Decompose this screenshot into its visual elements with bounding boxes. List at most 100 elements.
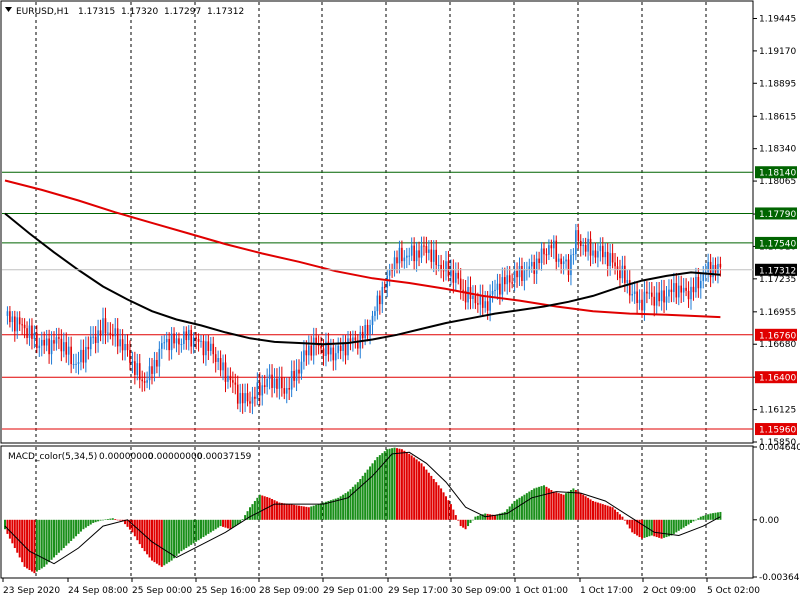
- candle-body: [136, 363, 139, 375]
- macd-bar: [8, 519, 11, 539]
- candle-body: [550, 245, 553, 249]
- macd-bar: [415, 459, 418, 520]
- macd-bar: [682, 519, 685, 528]
- candle-body: [222, 362, 224, 371]
- macd-bar: [241, 519, 244, 520]
- candle-body: [474, 295, 477, 304]
- macd-bar: [84, 519, 87, 528]
- macd-bar: [239, 519, 242, 523]
- candle-body: [129, 350, 131, 363]
- macd-bar: [481, 514, 484, 520]
- macd-bar: [567, 491, 570, 520]
- candle-body: [332, 347, 335, 361]
- candle-body: [112, 334, 114, 337]
- level-tag-label: 1.16760: [759, 331, 796, 341]
- candle-body: [455, 272, 457, 283]
- macd-bar: [587, 497, 590, 520]
- macd-histogram: [4, 447, 722, 574]
- candle-body: [185, 331, 188, 341]
- time-tick-label: 24 Sep 08:00: [68, 586, 128, 596]
- candle-body: [9, 311, 11, 323]
- candle-body: [489, 294, 491, 311]
- candle-body: [396, 257, 398, 264]
- candle-body: [628, 280, 631, 296]
- macd-bar: [151, 519, 153, 561]
- macd-bar: [525, 493, 528, 520]
- macd-bar: [489, 514, 492, 520]
- macd-bar: [180, 519, 183, 552]
- time-tick-label: 1 Oct 01:00: [515, 586, 568, 596]
- macd-bar: [650, 519, 653, 536]
- macd-bar: [332, 499, 335, 520]
- candle-body: [415, 250, 418, 262]
- candle-body: [477, 303, 479, 305]
- macd-bar: [550, 489, 553, 520]
- macd-bar: [263, 496, 266, 520]
- macd-bar: [60, 519, 63, 551]
- candle-body: [67, 346, 70, 355]
- candle-body: [572, 254, 575, 256]
- macd-bar: [594, 501, 597, 520]
- macd-bar: [592, 500, 594, 520]
- macd-bar: [616, 511, 619, 520]
- macd-bar: [302, 506, 305, 520]
- candle-body: [609, 253, 611, 267]
- macd-bar: [40, 519, 43, 569]
- candle-body: [660, 290, 663, 302]
- macd-bar: [21, 519, 24, 563]
- macd-bar: [623, 519, 626, 521]
- macd-bar: [709, 513, 712, 520]
- candle-body: [575, 230, 577, 255]
- macd-bar: [626, 519, 629, 525]
- candle-body: [398, 247, 401, 264]
- price-candles: [6, 223, 722, 415]
- time-tick-label: 2 Oct 09:00: [643, 586, 696, 596]
- candle-body: [582, 245, 584, 247]
- macd-bar: [290, 504, 293, 520]
- candle-body: [548, 245, 550, 255]
- candle-body: [16, 317, 19, 332]
- candle-body: [504, 277, 506, 285]
- macd-bar: [170, 519, 173, 561]
- macd-bar: [6, 519, 9, 534]
- macd-bar: [618, 514, 621, 520]
- candle-body: [43, 339, 45, 346]
- macd-bar: [315, 504, 318, 520]
- candle-body: [393, 257, 396, 271]
- macd-bar: [200, 519, 202, 539]
- candle-body: [450, 269, 452, 277]
- macd-bar: [704, 515, 707, 520]
- candle-body: [347, 338, 349, 356]
- macd-bar: [707, 514, 710, 520]
- candle-body: [410, 245, 413, 256]
- candle-body: [121, 339, 124, 351]
- candle-body: [327, 341, 330, 355]
- candle-body: [545, 254, 548, 256]
- macd-bar: [298, 505, 300, 520]
- candle-body: [342, 342, 344, 351]
- candle-body: [224, 362, 227, 382]
- macd-bar: [579, 493, 582, 520]
- macd-bar: [611, 507, 614, 520]
- candle-body: [371, 315, 374, 325]
- macd-bar: [231, 519, 234, 528]
- candle-body: [406, 255, 408, 258]
- candle-body: [685, 287, 687, 291]
- candle-body: [143, 381, 146, 383]
- indicator-label: MACD_color(5,34,5): [8, 452, 97, 462]
- time-tick-label: 23 Sep 2020: [3, 586, 60, 596]
- collapse-triangle-icon[interactable]: [5, 7, 12, 12]
- macd-bar: [386, 449, 389, 520]
- macd-bar: [381, 453, 384, 520]
- macd-bar: [459, 519, 462, 527]
- candle-body: [594, 250, 597, 258]
- candle-body: [99, 330, 102, 336]
- macd-bar: [596, 502, 599, 520]
- candle-body: [317, 344, 320, 347]
- candle-body: [303, 350, 305, 362]
- candle-body: [682, 287, 685, 293]
- candle-body: [374, 311, 376, 316]
- macd-bar: [462, 519, 465, 528]
- candle-body: [442, 270, 445, 272]
- candle-body: [386, 275, 388, 288]
